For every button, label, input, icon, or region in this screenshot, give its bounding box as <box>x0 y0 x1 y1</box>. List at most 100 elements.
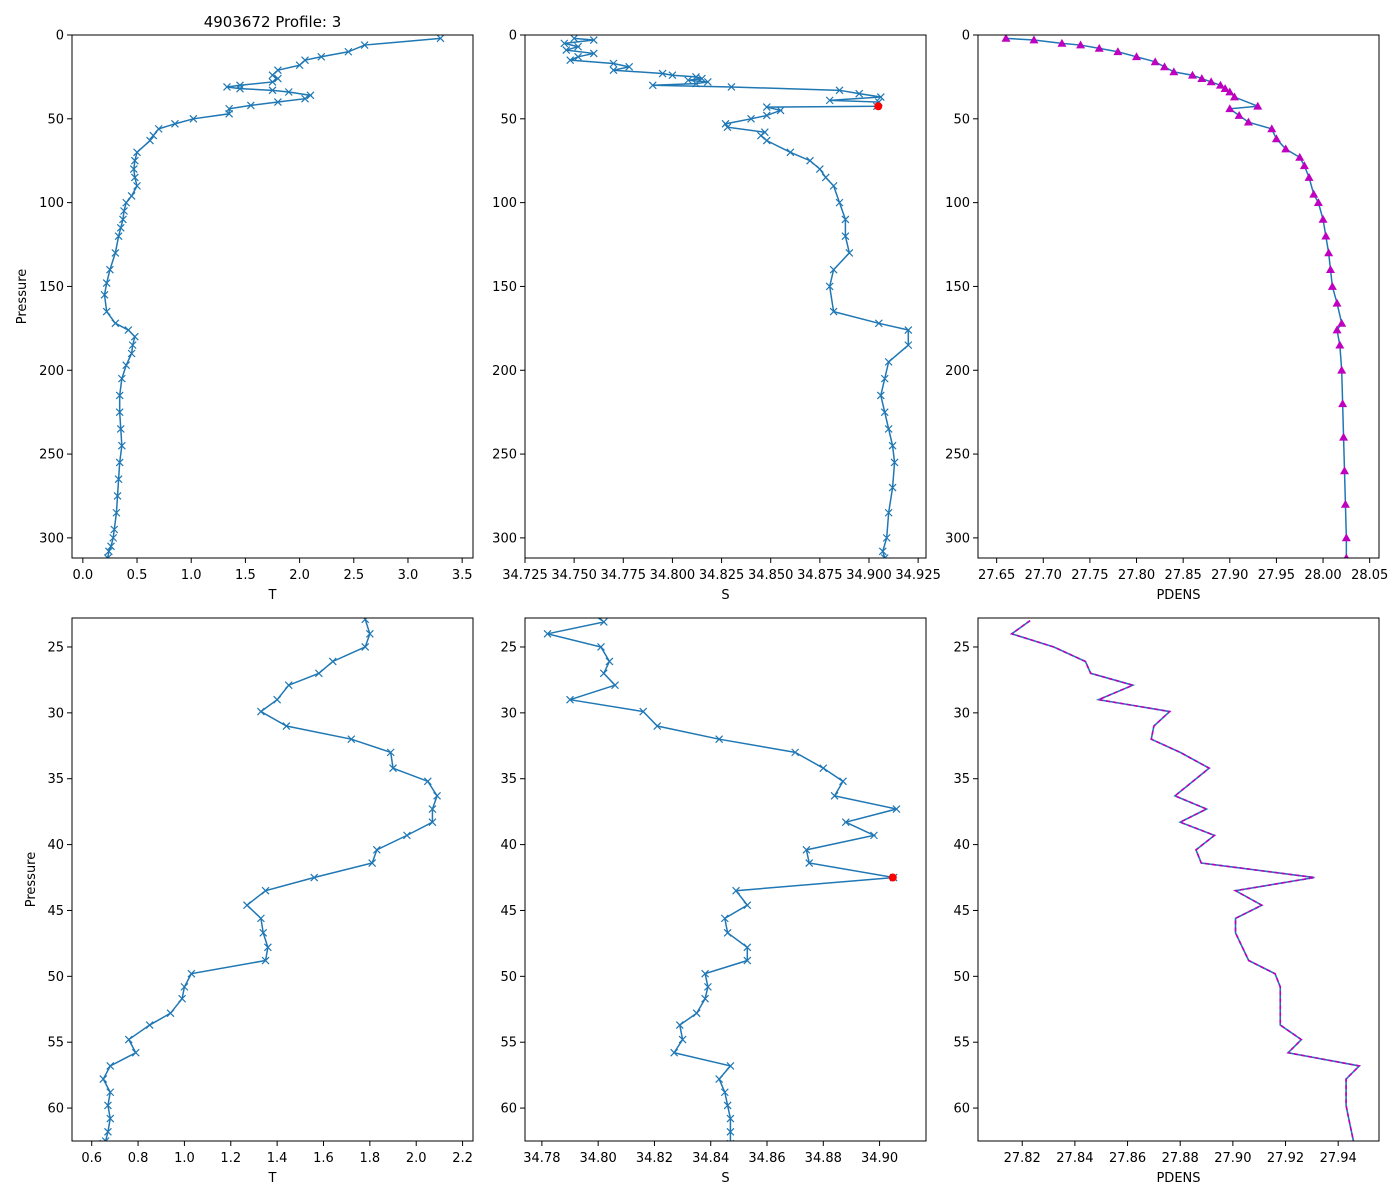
marker-x-bottom-s-29 <box>701 994 710 1003</box>
marker-triangle-top-pdens-43 <box>1341 533 1351 542</box>
x-tick-label-bottom-pdens-5: 27.92 <box>1267 1151 1304 1166</box>
marker-x-bottom-s-11 <box>791 748 800 757</box>
x-axis-label-bottom-t: T <box>268 1171 277 1186</box>
marker-x-top-t-8 <box>273 74 282 83</box>
x-tick-label-top-pdens-4: 27.85 <box>1165 568 1202 583</box>
marker-x-top-t-53 <box>115 458 124 467</box>
x-axis-label-top-t: T <box>268 588 277 603</box>
flagged-point-bottom-s <box>888 873 897 882</box>
x-tick-label-top-t-2: 1.0 <box>181 568 202 583</box>
marker-x-top-s-17 <box>692 79 700 88</box>
y-tick-label-bottom-t-4: 45 <box>47 904 64 919</box>
marker-x-top-s-42 <box>841 232 850 241</box>
marker-triangle-top-pdens-3 <box>1076 40 1086 49</box>
marker-x-bottom-t-3 <box>328 657 337 666</box>
axes-frame-top-t <box>71 34 474 559</box>
marker-x-top-s-33 <box>756 131 765 140</box>
marker-x-bottom-s-19 <box>805 859 814 867</box>
marker-triangle-top-pdens-15 <box>1225 87 1235 96</box>
y-tick-label-bottom-pdens-5: 50 <box>953 970 970 985</box>
marker-x-top-s-49 <box>904 341 913 350</box>
marker-x-top-t-17 <box>273 98 282 106</box>
x-tick-label-bottom-pdens-0: 27.82 <box>1004 1151 1041 1166</box>
marker-x-bottom-s-3 <box>597 643 605 651</box>
marker-x-top-s-16 <box>703 78 712 86</box>
y-tick-label-top-pdens-2: 100 <box>945 196 970 211</box>
marker-x-bottom-t-16 <box>403 831 411 840</box>
marker-x-bottom-t-37 <box>106 1114 115 1123</box>
y-tick-label-bottom-t-2: 35 <box>47 772 64 787</box>
y-tick-label-bottom-t-1: 30 <box>47 706 64 721</box>
marker-x-bottom-t-7 <box>256 707 265 716</box>
marker-x-top-s-48 <box>904 326 913 334</box>
x-tick-label-top-t-5: 2.5 <box>343 568 364 583</box>
marker-x-top-s-4 <box>562 46 571 55</box>
marker-x-top-t-28 <box>129 165 138 174</box>
marker-x-bottom-s-32 <box>678 1035 687 1044</box>
y-tick-label-top-s-3: 150 <box>492 280 517 295</box>
x-tick-label-bottom-pdens-3: 27.88 <box>1162 1151 1199 1166</box>
marker-triangle-top-pdens-23 <box>1281 144 1291 153</box>
marker-x-top-t-58 <box>109 533 118 542</box>
marker-x-top-s-40 <box>835 198 844 207</box>
marker-x-bottom-t-12 <box>423 777 432 786</box>
marker-x-bottom-s-25 <box>743 943 752 952</box>
marker-x-bottom-t-13 <box>433 791 441 800</box>
marker-x-top-s-13 <box>692 72 700 81</box>
marker-x-bottom-s-16 <box>841 818 850 827</box>
marker-x-bottom-t-21 <box>243 901 251 910</box>
marker-triangle-top-pdens-0 <box>1001 35 1011 42</box>
marker-x-top-t-60 <box>104 547 113 556</box>
marker-x-top-t-36 <box>114 232 123 241</box>
marker-x-top-s-28 <box>762 111 771 120</box>
marker-x-bottom-s-26 <box>743 956 752 965</box>
flagged-point-top-s <box>874 102 883 111</box>
marker-x-top-t-7 <box>268 71 277 80</box>
marker-x-top-t-42 <box>111 319 120 328</box>
marker-x-bottom-s-38 <box>726 1114 735 1123</box>
marker-x-bottom-t-1 <box>365 629 374 638</box>
plot-area-bottom-t <box>99 618 441 1141</box>
marker-x-bottom-t-39 <box>101 1137 110 1141</box>
marker-x-bottom-t-9 <box>347 735 356 744</box>
x-tick-label-top-pdens-5: 27.90 <box>1211 568 1248 583</box>
marker-x-top-t-21 <box>189 114 198 123</box>
x-tick-label-top-s-0: 34.725 <box>502 568 548 583</box>
marker-x-top-s-27 <box>776 106 785 115</box>
x-tick-label-top-pdens-2: 27.75 <box>1071 568 1108 583</box>
x-tick-label-bottom-t-6: 1.8 <box>360 1151 381 1166</box>
x-tick-label-bottom-t-1: 0.8 <box>128 1151 149 1166</box>
marker-x-top-s-59 <box>882 533 891 542</box>
y-tick-label-bottom-s-4: 45 <box>500 904 517 919</box>
marker-x-bottom-s-15 <box>892 805 901 813</box>
marker-x-bottom-t-30 <box>145 1021 154 1029</box>
marker-triangle-top-pdens-41 <box>1339 466 1349 475</box>
marker-x-top-s-18 <box>648 81 657 90</box>
marker-x-top-s-55 <box>888 441 897 450</box>
marker-x-top-s-46 <box>829 307 838 316</box>
x-tick-label-top-t-1: 0.5 <box>127 568 148 583</box>
marker-x-bottom-s-12 <box>819 764 828 773</box>
x-tick-label-top-t-3: 1.5 <box>235 568 256 583</box>
chart-title-top-t: 4903672 Profile: 3 <box>204 13 342 31</box>
marker-x-top-t-43 <box>124 326 133 334</box>
y-tick-label-top-s-5: 250 <box>492 448 517 463</box>
marker-triangle-top-pdens-12 <box>1206 77 1216 86</box>
marker-x-top-s-45 <box>825 282 834 291</box>
marker-x-bottom-t-29 <box>166 1009 175 1018</box>
marker-x-bottom-t-19 <box>310 873 319 882</box>
marker-triangle-top-pdens-22 <box>1271 134 1281 143</box>
marker-triangle-top-pdens-20 <box>1243 117 1253 126</box>
x-tick-label-bottom-t-3: 1.2 <box>220 1151 241 1166</box>
marker-x-top-t-37 <box>111 248 120 257</box>
marker-x-top-t-1 <box>360 41 369 49</box>
axes-frame-top-s <box>524 34 927 559</box>
marker-triangle-top-pdens-13 <box>1215 80 1225 89</box>
marker-x-top-s-34 <box>762 136 771 145</box>
x-tick-label-bottom-t-8: 2.2 <box>452 1151 473 1166</box>
x-axis-label-top-pdens: PDENS <box>1156 588 1200 603</box>
y-tick-label-bottom-t-0: 25 <box>47 640 64 655</box>
marker-triangle-top-pdens-6 <box>1132 52 1142 61</box>
axes-frame-bottom-t <box>71 617 474 1142</box>
marker-x-bottom-s-37 <box>723 1101 732 1110</box>
